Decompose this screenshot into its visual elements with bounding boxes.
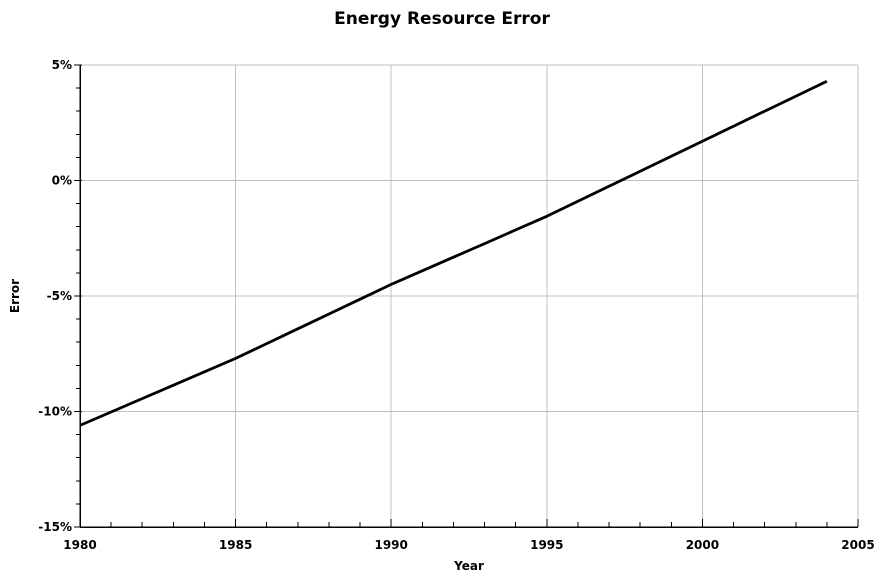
chart-title: Energy Resource Error [334, 9, 550, 29]
tick-marks [74, 64, 859, 528]
x-tick-label: 1995 [530, 538, 563, 552]
x-axis-title: Year [453, 559, 484, 573]
y-tick-label: 5% [52, 58, 72, 72]
x-tick-label: 2000 [686, 538, 719, 552]
y-tick-label: -10% [38, 405, 72, 419]
y-tick-label: 0% [52, 174, 72, 188]
x-tick-label: 1990 [374, 538, 407, 552]
tick-labels: 1980 1985 1990 1995 2000 2005 5% 0% -5% -10% -15% [38, 58, 874, 552]
x-tick-label: 1985 [219, 538, 252, 552]
error-line [79, 79, 828, 427]
x-tick-label: 1980 [63, 538, 96, 552]
y-axis-title: Error [8, 279, 22, 313]
y-tick-label: -5% [47, 289, 72, 303]
y-tick-label: -15% [38, 520, 72, 534]
x-tick-label: 2005 [841, 538, 874, 552]
data-series [79, 79, 828, 427]
gridlines [80, 64, 859, 527]
